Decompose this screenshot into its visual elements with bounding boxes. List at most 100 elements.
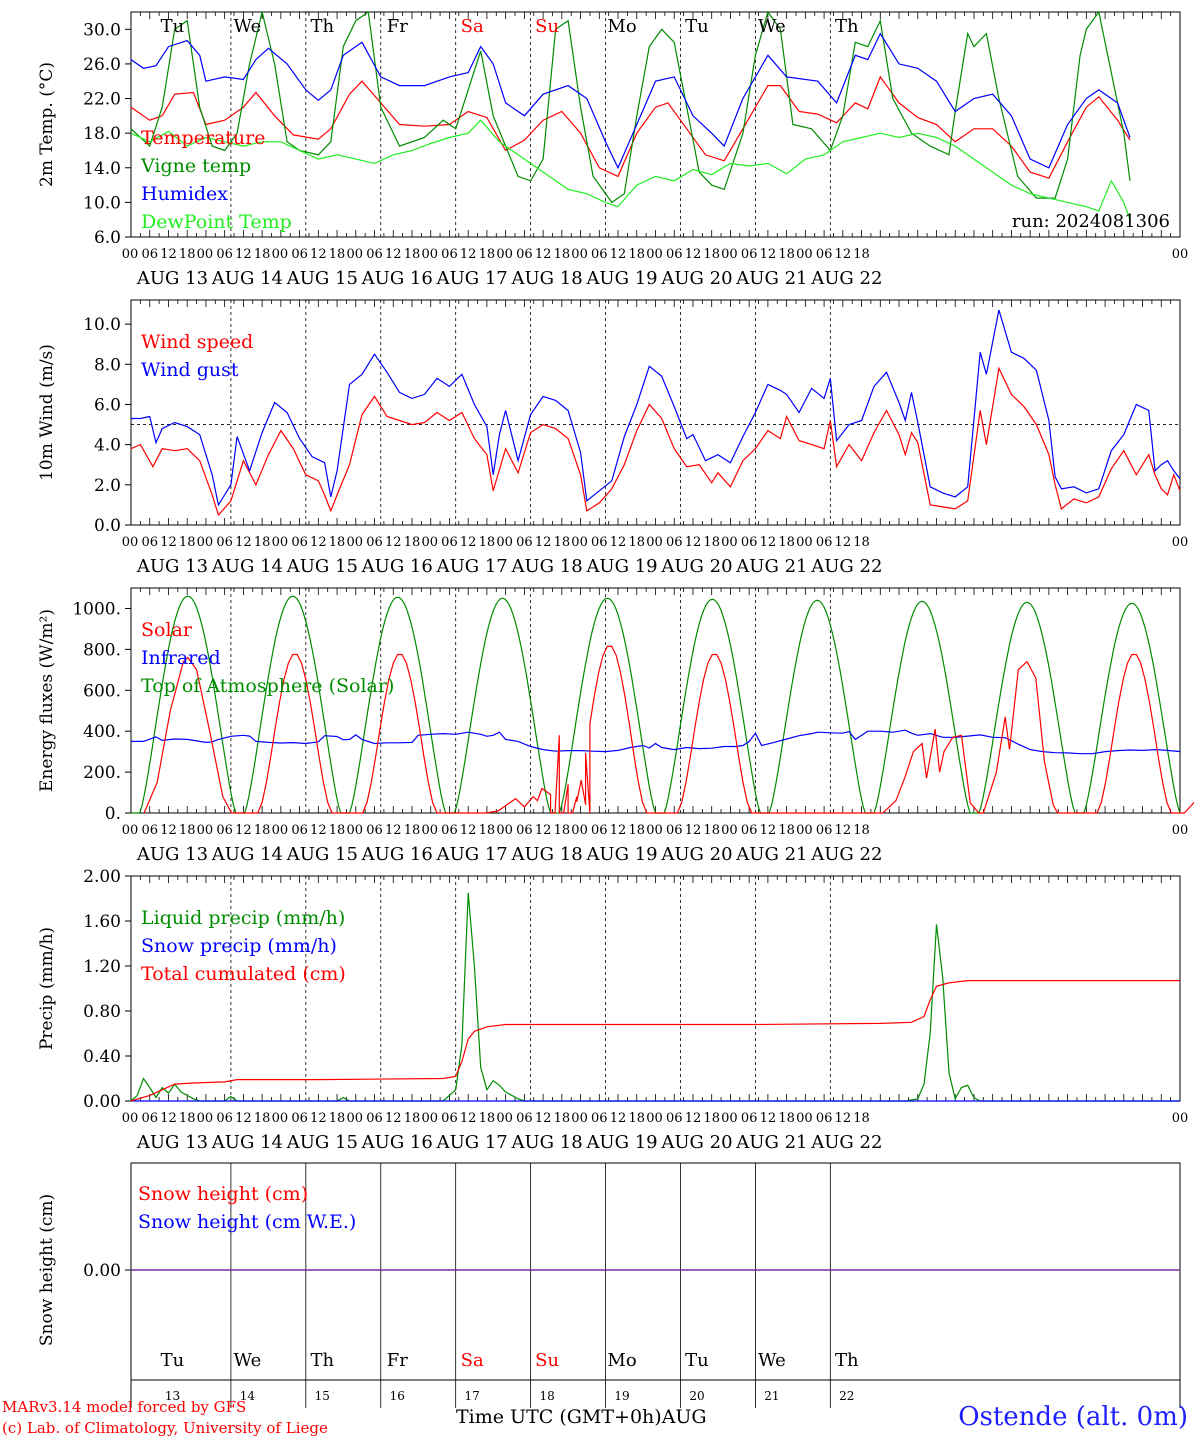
legend-entry: Snow height (cm W.E.) (138, 1211, 356, 1233)
hour-tick-label: 12 (535, 247, 552, 262)
series-line (143, 645, 1194, 814)
day-number-label: 19 (614, 1389, 629, 1403)
weekday-label: Sa (461, 16, 484, 37)
hour-tick-label: 00 (496, 247, 513, 262)
hour-tick-label: 00 (646, 247, 663, 262)
hour-tick-label: 12 (385, 823, 402, 838)
date-label: AUG 13 (136, 844, 208, 865)
weekday-label: Mo (607, 1350, 636, 1371)
hour-tick-label: 18 (853, 247, 870, 262)
y-tick-label: 22.0 (83, 90, 121, 110)
hour-tick-label: 06 (741, 1111, 758, 1126)
y-tick-label: 4.0 (94, 436, 121, 456)
weekday-label: Mo (607, 16, 636, 37)
date-label: AUG 16 (361, 1132, 433, 1153)
series-line (131, 309, 1181, 507)
hour-tick-label: 06 (291, 247, 308, 262)
date-label: AUG 22 (810, 556, 882, 577)
date-label: AUG 19 (585, 844, 657, 865)
hour-tick-label: 18 (554, 823, 571, 838)
hour-tick-label: 18 (778, 535, 795, 550)
hour-tick-label: 00 (272, 535, 289, 550)
hour-tick-label: 06 (141, 247, 158, 262)
date-label: AUG 14 (211, 268, 283, 289)
hour-tick-label: 00 (421, 823, 438, 838)
day-number-label: 21 (764, 1389, 779, 1403)
hour-tick-label: 00 (796, 1111, 813, 1126)
date-label: AUG 16 (361, 268, 433, 289)
y-axis-label: 2m Temp. (°C) (37, 62, 57, 187)
hour-tick-label: 12 (160, 1111, 177, 1126)
date-label: AUG 14 (211, 1132, 283, 1153)
hour-tick-label: 00 (347, 823, 364, 838)
y-tick-label: 1.20 (83, 957, 121, 977)
date-label: AUG 22 (810, 268, 882, 289)
series-line (130, 75, 1131, 179)
hour-tick-label: 18 (554, 1111, 571, 1126)
hour-tick-label: 12 (535, 535, 552, 550)
hour-tick-label: 00 (122, 823, 139, 838)
weekday-label: Sa (461, 1350, 484, 1371)
hour-tick-label: 06 (366, 823, 383, 838)
hour-tick-label: 00 (347, 535, 364, 550)
hour-tick-label: 06 (666, 823, 683, 838)
hour-tick-label: 06 (591, 823, 608, 838)
legend-entry: Infrared (141, 647, 221, 669)
hour-tick-label: 18 (479, 247, 496, 262)
plot-frame-0 (130, 11, 1181, 238)
weekday-label: We (234, 1350, 262, 1371)
y-axis-label: Snow height (cm) (37, 1194, 57, 1346)
hour-tick-label: 18 (479, 535, 496, 550)
hour-tick-label: 18 (404, 823, 421, 838)
hour-tick-label: 06 (816, 535, 833, 550)
date-label: AUG 17 (436, 556, 508, 577)
hour-tick-label: 06 (741, 247, 758, 262)
hour-tick-label: 12 (235, 823, 252, 838)
day-number-label: 18 (539, 1389, 554, 1403)
hour-tick-label: 12 (685, 1111, 702, 1126)
hour-tick-label: 12 (760, 1111, 777, 1126)
hour-tick-label: 00 (1172, 247, 1189, 262)
hour-tick-label: 06 (666, 247, 683, 262)
date-label: AUG 18 (511, 556, 583, 577)
hour-tick-label: 00 (721, 247, 738, 262)
hour-tick-label: 06 (816, 823, 833, 838)
hour-tick-label: 12 (835, 1111, 852, 1126)
y-tick-label: 2.00 (83, 867, 121, 887)
hour-tick-label: 18 (628, 823, 645, 838)
series-line (130, 32, 1131, 170)
y-tick-label: 10.0 (83, 315, 121, 335)
y-tick-label: 0.00 (83, 1261, 121, 1281)
hour-tick-label: 18 (404, 1111, 421, 1126)
date-label: AUG 14 (211, 556, 283, 577)
legend-entry: Total cumulated (cm) (141, 963, 346, 985)
hour-tick-label: 06 (741, 535, 758, 550)
hour-tick-label: 18 (179, 535, 196, 550)
weekday-label: Th (311, 16, 335, 37)
y-tick-label: 14.0 (83, 159, 121, 179)
series-line (130, 119, 1131, 220)
station-title: Ostende (alt. 0m) (958, 1402, 1188, 1432)
hour-tick-label: 12 (835, 247, 852, 262)
hour-tick-label: 18 (554, 535, 571, 550)
legend-entry: Solar (141, 619, 193, 641)
hour-tick-label: 00 (272, 247, 289, 262)
hour-tick-label: 12 (385, 535, 402, 550)
hour-tick-label: 00 (796, 535, 813, 550)
date-label: AUG 20 (660, 556, 732, 577)
date-label: AUG 20 (660, 1132, 732, 1153)
hour-tick-label: 06 (366, 1111, 383, 1126)
hour-tick-label: 18 (853, 1111, 870, 1126)
lab-credit: (c) Lab. of Climatology, University of L… (2, 1419, 328, 1437)
hour-tick-label: 06 (741, 823, 758, 838)
hour-tick-label: 18 (404, 247, 421, 262)
y-tick-label: 0.80 (83, 1002, 121, 1022)
legend-entry: Snow height (cm) (138, 1183, 308, 1205)
legend-entry: DewPoint Temp (141, 211, 292, 233)
date-label: AUG 20 (660, 268, 732, 289)
hour-tick-label: 18 (479, 1111, 496, 1126)
hour-tick-label: 06 (291, 1111, 308, 1126)
hour-tick-label: 18 (254, 1111, 271, 1126)
hour-tick-label: 00 (796, 823, 813, 838)
legend-entry: Temperature (141, 127, 265, 149)
